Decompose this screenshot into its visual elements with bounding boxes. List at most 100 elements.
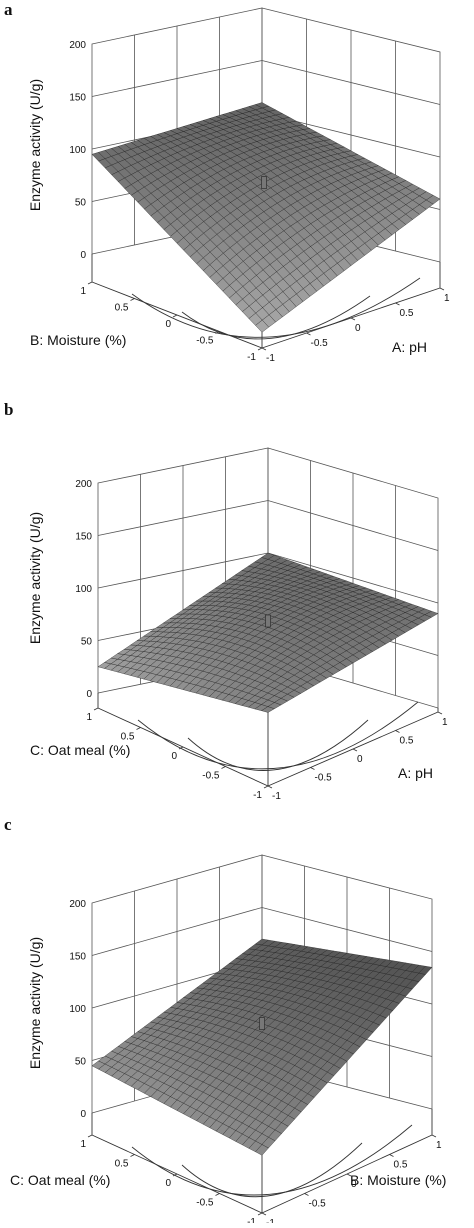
panel-a: a 200 150 100 50 0 1 0.5 0 -0.5 -1 -1 -0.5 0 0.5 1 Enzy… — [0, 0, 474, 395]
z-axis-label: Enzyme activity (U/g) — [27, 79, 43, 211]
z-tick-label: 100 — [69, 1004, 86, 1015]
y-tick-label: -1 — [247, 1217, 256, 1223]
surface-chart: 200 150 100 50 0 1 0.5 0 -0.5 -1 -1 -0.5 0 0.5 1 Enzyme… — [27, 7, 450, 364]
y-tick-label: 0.5 — [121, 732, 135, 743]
panel-label: c — [4, 815, 12, 834]
x-axis-label: A: pH — [398, 765, 433, 781]
y-tick-label: 1 — [80, 286, 86, 297]
y-tick-mark — [130, 298, 135, 301]
z-tick-label: 0 — [86, 689, 92, 700]
z-tick-label: 200 — [69, 899, 86, 910]
y-tick-label: -0.5 — [202, 771, 220, 782]
x-tick-mark — [437, 711, 443, 715]
z-gridline — [97, 500, 439, 551]
center-point-marker — [261, 176, 267, 189]
y-tick-mark — [87, 1134, 93, 1138]
z-tick-label: 200 — [69, 40, 86, 51]
x-tick-mark — [431, 1134, 437, 1138]
z-gridline — [91, 907, 433, 956]
response-surface — [97, 552, 439, 713]
x-tick-mark — [352, 748, 358, 752]
x-axis-label: B: Moisture (%) — [350, 1172, 446, 1188]
x-tick-label: 0 — [351, 1179, 357, 1190]
center-point-marker — [259, 1017, 265, 1030]
y-tick-label: 0 — [171, 751, 177, 762]
y-tick-mark — [172, 1173, 178, 1177]
contour-line — [131, 1124, 413, 1196]
contour-line — [187, 719, 369, 771]
surface-chart: 200 150 100 50 0 1 0.5 0 -0.5 -1 -1 -0.5 0 0.5 1 Enzyme… — [27, 447, 448, 802]
y-tick-label: -0.5 — [196, 1198, 214, 1209]
panel-b: b 200 150 100 50 0 1 0.5 0 -0.5 -1 -1 -0.5 0 0.5 1 Enzy… — [0, 400, 474, 805]
panel-c: c 200 150 100 50 0 1 0.5 0 -0.5 -1 -1 -0.5 0 0.5 1 Enzy… — [0, 815, 474, 1228]
contour-line — [181, 1142, 363, 1197]
z-tick-label: 150 — [75, 532, 92, 543]
x-tick-mark — [267, 785, 273, 789]
y-axis-label: B: Moisture (%) — [30, 332, 126, 348]
y-tick-mark — [130, 1154, 135, 1157]
contour-line — [137, 701, 419, 770]
x-tick-mark — [261, 1212, 267, 1216]
x-tick-label: -0.5 — [311, 338, 329, 349]
y-tick-mark — [87, 281, 93, 285]
x-tick-mark — [304, 1193, 309, 1196]
x-tick-label: 1 — [436, 1140, 442, 1151]
y-tick-mark — [257, 347, 263, 351]
z-axis-label: Enzyme activity (U/g) — [27, 512, 43, 644]
y-tick-label: -0.5 — [196, 336, 214, 347]
x-tick-label: 1 — [444, 293, 450, 304]
surface-cell — [425, 195, 441, 205]
y-tick-label: 0.5 — [115, 1159, 129, 1170]
x-tick-mark — [310, 767, 315, 770]
y-tick-mark — [263, 785, 269, 789]
z-axis-label: Enzyme activity (U/g) — [27, 937, 43, 1069]
z-tick-label: 150 — [69, 93, 86, 104]
x-tick-mark — [346, 1173, 352, 1177]
x-tick-label: 0 — [357, 754, 363, 765]
x-tick-mark — [389, 1154, 394, 1157]
x-tick-label: 0.5 — [394, 1160, 408, 1171]
x-tick-mark — [395, 730, 400, 733]
x-tick-label: 1 — [442, 717, 448, 728]
x-tick-label: -1 — [272, 791, 281, 802]
y-tick-mark — [215, 1193, 220, 1196]
y-tick-mark — [221, 766, 226, 769]
x-axis-label: A: pH — [392, 339, 427, 355]
x-tick-label: -1 — [266, 353, 275, 364]
z-tick-label: 50 — [81, 637, 93, 648]
z-tick-label: 100 — [69, 145, 86, 156]
z-gridline — [91, 60, 441, 105]
x-tick-mark — [395, 302, 400, 306]
contour-line — [181, 295, 371, 340]
panel-label: a — [4, 0, 13, 19]
z-tick-label: 50 — [75, 1057, 87, 1068]
x-tick-label: 0.5 — [400, 308, 414, 319]
x-tick-mark — [439, 287, 445, 291]
y-tick-mark — [178, 746, 184, 750]
contour-line — [131, 277, 421, 338]
z-tick-label: 0 — [80, 250, 86, 261]
x-tick-label: 0 — [355, 323, 361, 334]
y-tick-label: 0 — [165, 319, 171, 330]
y-tick-label: 1 — [80, 1139, 86, 1150]
x-tick-mark — [350, 317, 356, 321]
y-tick-mark — [257, 1212, 263, 1216]
y-tick-mark — [93, 707, 99, 711]
panel-label: b — [4, 400, 14, 419]
z-tick-label: 200 — [75, 479, 92, 490]
x-tick-label: -0.5 — [315, 773, 333, 784]
y-tick-label: -1 — [247, 352, 256, 363]
response-surface — [91, 102, 441, 333]
y-axis-label: C: Oat meal (%) — [10, 1172, 110, 1188]
surface-cell — [418, 966, 433, 975]
y-tick-label: 0 — [165, 1178, 171, 1189]
z-tick-label: 0 — [80, 1109, 86, 1120]
surface-cell — [424, 611, 439, 618]
center-point-marker — [265, 614, 271, 628]
y-axis-label: C: Oat meal (%) — [30, 742, 130, 758]
y-tick-label: 1 — [86, 712, 92, 723]
y-tick-label: -1 — [253, 790, 262, 801]
x-tick-label: -1 — [266, 1218, 275, 1223]
x-tick-mark — [306, 332, 311, 336]
surface-chart: 200 150 100 50 0 1 0.5 0 -0.5 -1 -1 -0.5 0 0.5 1 Enzyme… — [10, 854, 446, 1228]
